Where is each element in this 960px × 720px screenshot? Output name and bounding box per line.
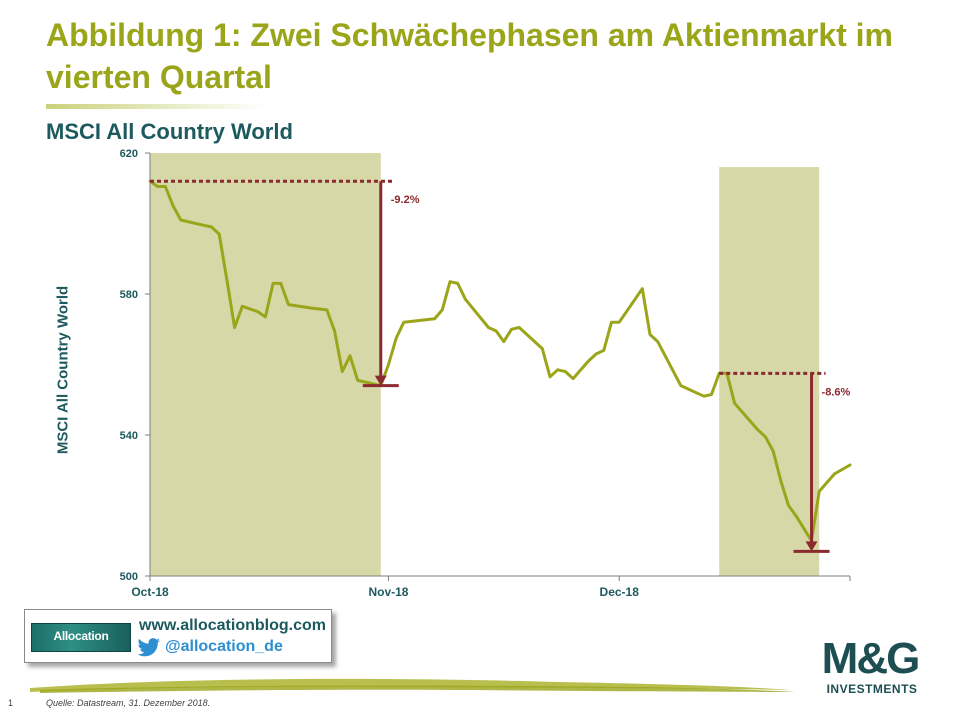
page-number: 1 bbox=[8, 698, 14, 708]
data-point bbox=[594, 352, 598, 356]
y-tick-label: 580 bbox=[120, 289, 138, 301]
data-point bbox=[756, 428, 759, 431]
annotation-label-2: -8.6% bbox=[822, 386, 851, 398]
annotation-label-1: -9.2% bbox=[391, 194, 420, 206]
decorative-swoosh bbox=[30, 678, 795, 693]
blog-info-box: Allocation www.allocationblog.com @alloc… bbox=[24, 609, 332, 663]
data-point bbox=[325, 308, 329, 312]
data-point bbox=[648, 333, 652, 336]
slide-title: Abbildung 1: Zwei Schwächephasen am Akti… bbox=[46, 17, 893, 95]
data-point bbox=[156, 185, 159, 188]
data-point bbox=[779, 479, 782, 483]
allocation-logo-text: Allocation bbox=[53, 629, 109, 643]
chart-axes: 500 540 580 620 Oct-18 Nov-18 Dec-18 bbox=[120, 148, 851, 599]
data-point bbox=[402, 321, 406, 324]
data-point bbox=[179, 218, 182, 222]
data-point bbox=[510, 328, 513, 331]
mg-logo-wordmark: M&G bbox=[821, 634, 921, 683]
data-point bbox=[256, 310, 259, 313]
twitter-icon bbox=[137, 638, 161, 657]
data-point bbox=[202, 224, 206, 227]
shaded-period-2 bbox=[719, 167, 820, 576]
data-point bbox=[341, 370, 344, 373]
data-point bbox=[287, 303, 290, 306]
data-point bbox=[310, 306, 313, 310]
data-point bbox=[679, 384, 682, 387]
data-point bbox=[541, 347, 544, 350]
source-note: Quelle: Datastream, 31. Dezember 2018. bbox=[46, 698, 211, 708]
x-tick-label: Dec-18 bbox=[600, 585, 640, 599]
data-point bbox=[387, 363, 390, 366]
data-point bbox=[464, 298, 467, 301]
data-point bbox=[241, 305, 244, 308]
data-point bbox=[502, 340, 506, 343]
data-point bbox=[794, 514, 798, 518]
data-point bbox=[556, 368, 559, 371]
data-point bbox=[487, 326, 490, 329]
data-point bbox=[610, 321, 613, 324]
annotation-arrowhead-1 bbox=[374, 375, 387, 386]
data-point bbox=[764, 435, 767, 438]
mg-investments-logo: M&G INVESTMENTS bbox=[810, 636, 930, 698]
data-point bbox=[233, 326, 236, 329]
shaded-periods bbox=[150, 153, 820, 576]
data-point bbox=[641, 287, 644, 290]
data-point bbox=[356, 379, 359, 382]
data-point bbox=[433, 317, 436, 320]
data-point bbox=[264, 315, 267, 319]
data-point bbox=[364, 380, 367, 384]
data-point bbox=[771, 449, 775, 453]
data-point bbox=[348, 354, 352, 357]
data-point bbox=[564, 370, 567, 373]
title-underline bbox=[46, 104, 266, 109]
data-point bbox=[579, 368, 582, 371]
y-tick-label: 540 bbox=[120, 430, 138, 442]
data-point bbox=[710, 393, 713, 396]
data-point bbox=[494, 329, 498, 333]
data-point bbox=[333, 329, 336, 333]
data-point bbox=[848, 463, 852, 467]
data-point bbox=[225, 278, 229, 282]
x-tick-label: Nov-18 bbox=[368, 585, 408, 599]
data-point bbox=[164, 185, 167, 188]
twitter-handle-link[interactable]: @allocation_de bbox=[165, 638, 283, 655]
data-point bbox=[602, 349, 606, 352]
data-point bbox=[448, 280, 452, 283]
data-point bbox=[171, 204, 175, 208]
data-point bbox=[618, 321, 621, 324]
y-tick-label: 620 bbox=[120, 148, 138, 160]
data-point bbox=[702, 395, 706, 398]
data-point bbox=[210, 225, 213, 229]
mg-logo-subtitle: INVESTMENTS bbox=[826, 682, 918, 696]
data-point bbox=[818, 490, 821, 493]
data-point bbox=[571, 377, 575, 380]
blog-url-link[interactable]: www.allocationblog.com bbox=[139, 617, 326, 634]
data-point bbox=[394, 336, 398, 340]
x-tick-label: Oct-18 bbox=[131, 585, 169, 599]
data-point bbox=[587, 359, 590, 363]
data-point bbox=[733, 402, 736, 405]
data-point bbox=[271, 282, 275, 285]
chart-subtitle: MSCI All Country World bbox=[46, 119, 293, 144]
y-tick-label: 500 bbox=[120, 571, 138, 583]
annotation-arrowhead-2 bbox=[805, 541, 818, 552]
data-point bbox=[656, 340, 659, 343]
allocation-logo: Allocation bbox=[31, 623, 131, 652]
data-point bbox=[218, 232, 221, 236]
data-point bbox=[518, 326, 521, 329]
data-point bbox=[456, 282, 459, 285]
data-point bbox=[548, 375, 552, 379]
data-point bbox=[441, 308, 444, 312]
data-point bbox=[787, 504, 790, 507]
data-point bbox=[279, 282, 282, 285]
annotations: -9.2% -8.6% bbox=[150, 179, 851, 553]
data-point bbox=[833, 472, 836, 475]
